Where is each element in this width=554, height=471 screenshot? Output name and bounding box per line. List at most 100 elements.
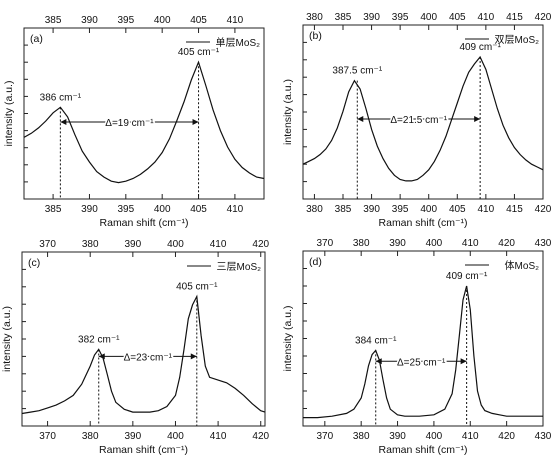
x-tick-label-top: 430 xyxy=(535,238,552,249)
y-axis-title: intensity (a.u.) xyxy=(282,79,294,145)
x-tick-label-bottom: 415 xyxy=(506,204,523,215)
y-axis-title: intensity (a.u.) xyxy=(282,306,294,372)
x-tick-label-top: 405 xyxy=(449,12,466,23)
panel-label: (a) xyxy=(30,33,43,45)
x-tick-label-bottom: 390 xyxy=(363,204,380,215)
spectrum-line xyxy=(23,60,265,184)
plot-frame xyxy=(302,24,544,200)
delta-label: Δ=23 cm⁻¹ xyxy=(124,352,173,363)
delta-label: Δ=25 cm⁻¹ xyxy=(397,357,446,368)
x-tick-label-bottom: 380 xyxy=(353,431,370,442)
delta-label: Δ=21.5 cm⁻¹ xyxy=(390,115,447,126)
x-tick-label-top: 400 xyxy=(167,239,184,250)
delta-arrow-head-right xyxy=(460,358,467,365)
x-tick-label-top: 385 xyxy=(45,15,62,26)
x-tick-label-bottom: 395 xyxy=(392,204,409,215)
x-tick-label-bottom: 385 xyxy=(335,204,352,215)
plot-frame xyxy=(302,250,544,427)
x-axis-title: Raman shift (cm⁻¹) xyxy=(379,217,468,229)
x-tick-label-top: 420 xyxy=(252,239,269,250)
x-tick-label-top: 420 xyxy=(498,238,515,249)
x-tick-label-bottom: 395 xyxy=(117,204,134,215)
peak-label: 405 cm⁻¹ xyxy=(176,282,218,293)
peak-label: 382 cm⁻¹ xyxy=(78,334,120,345)
spectrum-line xyxy=(303,285,543,419)
x-tick-label-top: 390 xyxy=(124,239,141,250)
x-tick-label-bottom: 420 xyxy=(252,431,269,442)
x-tick-label-top: 415 xyxy=(506,12,523,23)
x-tick-label-top: 400 xyxy=(154,15,171,26)
x-tick-label-bottom: 385 xyxy=(45,204,62,215)
peak-label: 386 cm⁻¹ xyxy=(40,92,82,103)
x-tick-label-bottom: 390 xyxy=(124,431,141,442)
x-tick-label-top: 380 xyxy=(353,238,370,249)
x-tick-label-top: 390 xyxy=(389,238,406,249)
legend-label: 三层MoS₂ xyxy=(217,261,262,273)
x-tick-label-bottom: 390 xyxy=(389,431,406,442)
x-tick-label-bottom: 410 xyxy=(210,431,227,442)
y-axis-title: intensity (a.u.) xyxy=(1,306,13,372)
x-tick-label-bottom: 410 xyxy=(227,204,244,215)
x-tick-label-bottom: 430 xyxy=(535,431,552,442)
x-tick-label-bottom: 410 xyxy=(462,431,479,442)
x-axis-title: Raman shift (cm⁻¹) xyxy=(99,444,188,456)
chart-panel-4: 370 380 390 400 410 420 430 370 380 390 400 410 420 4… xyxy=(282,238,552,456)
peak-label: 387.5 cm⁻¹ xyxy=(332,66,382,77)
delta-label: Δ=19 cm⁻¹ xyxy=(105,118,154,129)
delta-arrow-head-left xyxy=(357,115,364,122)
plot-frame xyxy=(23,27,265,200)
x-tick-label-bottom: 405 xyxy=(190,204,207,215)
x-tick-label-bottom: 400 xyxy=(154,204,171,215)
x-tick-label-top: 410 xyxy=(478,12,495,23)
peak-label: 384 cm⁻¹ xyxy=(355,335,397,346)
plot-frame xyxy=(21,251,266,427)
x-tick-label-bottom: 420 xyxy=(535,204,552,215)
chart-panel-3: 370 380 390 400 410 420 370 380 390 400 410 420 Rama… xyxy=(1,239,270,456)
x-tick-label-bottom: 405 xyxy=(449,204,466,215)
x-tick-label-top: 385 xyxy=(335,12,352,23)
x-tick-label-top: 380 xyxy=(82,239,99,250)
legend-label: 体MoS₂ xyxy=(505,260,540,272)
x-tick-label-bottom: 370 xyxy=(316,431,333,442)
legend-label: 单层MoS₂ xyxy=(216,37,261,49)
delta-arrow-head-right xyxy=(190,353,197,360)
x-tick-label-bottom: 410 xyxy=(478,204,495,215)
x-tick-label-top: 380 xyxy=(306,12,323,23)
x-tick-label-bottom: 400 xyxy=(426,431,443,442)
spectrum-line xyxy=(302,55,544,182)
legend-label: 双层MoS₂ xyxy=(495,34,540,46)
x-tick-label-top: 395 xyxy=(392,12,409,23)
panel-label: (b) xyxy=(309,30,322,42)
x-tick-label-top: 410 xyxy=(462,238,479,249)
delta-arrow-head-left xyxy=(98,353,105,360)
x-tick-label-top: 410 xyxy=(227,15,244,26)
delta-arrow-head-left xyxy=(375,358,382,365)
x-tick-label-bottom: 400 xyxy=(420,204,437,215)
x-tick-label-bottom: 380 xyxy=(306,204,323,215)
x-tick-label-top: 420 xyxy=(535,12,552,23)
x-tick-label-top: 390 xyxy=(363,12,380,23)
delta-arrow-head-right xyxy=(474,115,481,122)
delta-arrow-head-left xyxy=(60,119,67,126)
y-axis-title: intensity (a.u.) xyxy=(3,81,15,147)
x-tick-label-top: 390 xyxy=(81,15,98,26)
panel-label: (c) xyxy=(28,257,40,269)
x-tick-label-top: 370 xyxy=(316,238,333,249)
x-axis-title: Raman shift (cm⁻¹) xyxy=(379,444,468,456)
peak-label: 405 cm⁻¹ xyxy=(178,47,220,58)
delta-arrow-head-right xyxy=(192,119,199,126)
spectrum-line xyxy=(21,294,266,415)
x-tick-label-bottom: 420 xyxy=(498,431,515,442)
x-tick-label-bottom: 400 xyxy=(167,431,184,442)
x-tick-label-bottom: 380 xyxy=(82,431,99,442)
x-tick-label-top: 370 xyxy=(39,239,56,250)
x-tick-label-top: 405 xyxy=(190,15,207,26)
peak-label: 409 cm⁻¹ xyxy=(459,42,501,53)
x-tick-label-top: 400 xyxy=(426,238,443,249)
x-tick-label-bottom: 370 xyxy=(39,431,56,442)
x-tick-label-top: 395 xyxy=(117,15,134,26)
chart-panel-2: 380 385 390 395 400 405 410 415 420 380 385 390 395 4… xyxy=(282,12,552,229)
x-tick-label-top: 410 xyxy=(210,239,227,250)
chart-panel-1: 385 390 395 400 405 410 385 390 395 400 405 410 Rama… xyxy=(3,15,265,229)
